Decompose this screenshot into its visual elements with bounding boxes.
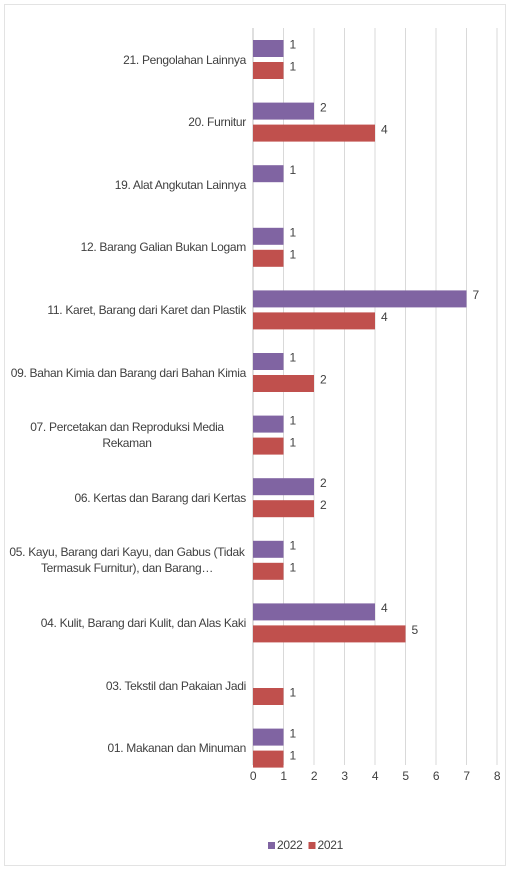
bar bbox=[253, 625, 406, 643]
value-label: 1 bbox=[290, 60, 297, 74]
value-label: 7 bbox=[473, 288, 480, 302]
x-tick-label: 0 bbox=[250, 769, 257, 783]
category-text: 07. Percetakan dan Reproduksi Media Reka… bbox=[30, 420, 224, 451]
value-label: 1 bbox=[290, 560, 297, 574]
bar bbox=[253, 540, 284, 558]
bar bbox=[253, 375, 314, 392]
category-label: 19. Alat Angkutan Lainnya bbox=[4, 177, 247, 193]
category-label: 04. Kulit, Barang dari Kulit, dan Alas K… bbox=[4, 615, 247, 631]
value-label: 4 bbox=[381, 122, 388, 136]
category-text: 11. Karet, Barang dari Karet dan Plastik bbox=[47, 302, 246, 317]
x-tick-label: 7 bbox=[463, 769, 470, 783]
value-label: 1 bbox=[290, 225, 297, 239]
x-tick-label: 2 bbox=[311, 769, 318, 783]
category-text: 21. Pengolahan Lainnya bbox=[123, 52, 246, 67]
value-label: 1 bbox=[290, 413, 297, 427]
legend-swatch bbox=[308, 842, 316, 849]
bar bbox=[253, 62, 284, 79]
bar bbox=[253, 40, 284, 57]
category-text: 06. Kertas dan Barang dari Kertas bbox=[74, 490, 246, 505]
bar bbox=[253, 437, 284, 455]
bar bbox=[253, 603, 375, 621]
value-label: 1 bbox=[290, 38, 297, 52]
value-label: 5 bbox=[412, 623, 419, 637]
value-label: 2 bbox=[320, 476, 327, 490]
category-text: 12. Barang Galian Bukan Logam bbox=[80, 240, 247, 255]
category-label: 05. Kayu, Barang dari Kayu, dan Gabus (T… bbox=[4, 544, 246, 576]
value-label: 2 bbox=[320, 100, 327, 114]
legend-swatch bbox=[268, 842, 275, 849]
category-label: 11. Karet, Barang dari Karet dan Plastik bbox=[4, 302, 246, 318]
category-label: 20. Furnitur bbox=[4, 114, 246, 130]
bar bbox=[253, 249, 284, 267]
value-label: 1 bbox=[290, 247, 297, 261]
value-label: 1 bbox=[290, 686, 297, 700]
bar bbox=[253, 478, 314, 496]
x-tick-label: 8 bbox=[494, 769, 501, 783]
bar bbox=[253, 353, 284, 370]
value-label: 1 bbox=[290, 163, 297, 177]
bar bbox=[253, 102, 314, 120]
bar bbox=[253, 750, 284, 768]
category-label: 07. Percetakan dan Reproduksi Media Reka… bbox=[4, 419, 246, 451]
bar bbox=[253, 415, 284, 433]
category-text: 19. Alat Angkutan Lainnya bbox=[114, 177, 247, 192]
bar bbox=[253, 728, 284, 746]
value-label: 2 bbox=[320, 498, 327, 512]
x-tick-label: 5 bbox=[402, 769, 409, 783]
chart-frame bbox=[4, 4, 506, 866]
x-tick-label: 6 bbox=[433, 769, 440, 783]
category-label: 01. Makanan dan Minuman bbox=[4, 740, 246, 756]
bar bbox=[253, 290, 467, 308]
category-label: 09. Bahan Kimia dan Barang dari Bahan Ki… bbox=[4, 365, 247, 381]
category-text: 20. Furnitur bbox=[188, 115, 246, 130]
value-label: 1 bbox=[290, 538, 297, 552]
bar bbox=[253, 500, 314, 518]
bar bbox=[253, 312, 375, 330]
category-label: 12. Barang Galian Bukan Logam bbox=[4, 239, 247, 255]
bar bbox=[253, 124, 375, 142]
category-label: 03. Tekstil dan Pakaian Jadi bbox=[4, 678, 246, 694]
category-text: 09. Bahan Kimia dan Barang dari Bahan Ki… bbox=[10, 365, 247, 380]
category-text: 05. Kayu, Barang dari Kayu, dan Gabus (T… bbox=[9, 545, 245, 576]
value-label: 1 bbox=[290, 435, 297, 449]
legend-label: 2022 bbox=[277, 838, 303, 852]
x-tick-label: 3 bbox=[341, 769, 348, 783]
bar bbox=[253, 688, 284, 705]
value-label: 1 bbox=[290, 748, 297, 762]
value-label: 1 bbox=[290, 351, 297, 365]
category-label: 06. Kertas dan Barang dari Kertas bbox=[4, 490, 246, 506]
x-tick-label: 4 bbox=[372, 769, 379, 783]
bar bbox=[253, 562, 284, 580]
x-tick-label: 1 bbox=[280, 769, 287, 783]
value-label: 1 bbox=[290, 726, 297, 740]
value-label: 4 bbox=[381, 310, 388, 324]
category-text: 03. Tekstil dan Pakaian Jadi bbox=[105, 678, 246, 693]
category-text: 04. Kulit, Barang dari Kulit, dan Alas K… bbox=[40, 615, 247, 630]
category-text: 01. Makanan dan Minuman bbox=[107, 741, 246, 756]
bar bbox=[253, 165, 284, 183]
legend-label: 2021 bbox=[318, 838, 344, 852]
value-label: 4 bbox=[381, 601, 388, 615]
bar bbox=[253, 227, 284, 245]
category-label: 21. Pengolahan Lainnya bbox=[4, 52, 246, 68]
value-label: 2 bbox=[320, 373, 327, 387]
